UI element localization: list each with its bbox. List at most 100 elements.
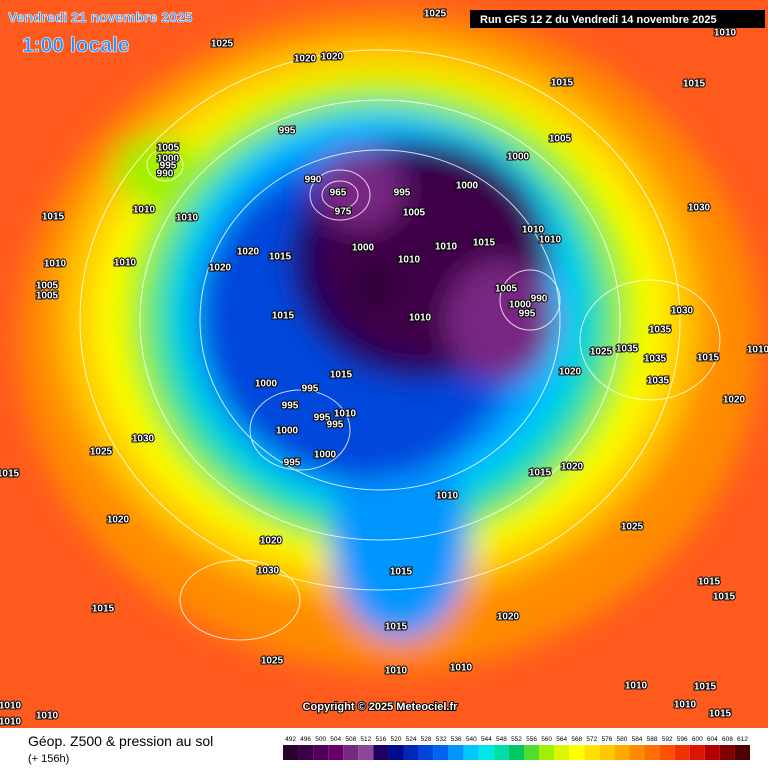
isobar-label: 1035 (649, 325, 672, 336)
scale-label: 560 (541, 736, 552, 743)
isobar-label: 1005 (157, 143, 180, 154)
isobar-label: 1000 (255, 379, 278, 390)
isobar-label: 1020 (294, 54, 317, 65)
scale-swatch (599, 745, 615, 760)
isobar-label: 1025 (590, 347, 613, 358)
field (20, 10, 760, 670)
isobar-label: 990 (305, 175, 322, 186)
scale-swatch (418, 745, 434, 760)
isobar-label: 1010 (398, 255, 421, 266)
isobar-label: 995 (519, 309, 536, 320)
isobar-label: 1000 (509, 300, 532, 311)
isobar-label: 1010 (334, 409, 357, 420)
isobar-label: 995 (314, 413, 331, 424)
scale-label: 572 (586, 736, 597, 743)
scale-label: 492 (285, 736, 296, 743)
isobar-label: 1010 (450, 663, 473, 674)
isobar-label: 1025 (424, 9, 447, 20)
scale-label: 508 (345, 736, 356, 743)
isobar-label: 1020 (321, 52, 344, 63)
isobar-label: 995 (327, 420, 344, 431)
isobar-label: 1015 (272, 311, 295, 322)
scale-label: 588 (647, 736, 658, 743)
isobar-label: 990 (531, 294, 548, 305)
scale-swatch (463, 745, 479, 760)
scale-swatch (298, 745, 314, 760)
isobar-label: 1020 (107, 515, 130, 526)
scale-label: 596 (677, 736, 688, 743)
footer-title: Géop. Z500 & pression au sol (28, 733, 213, 749)
isobar-label: 1000 (157, 154, 180, 165)
isobar-label: 1010 (176, 213, 199, 224)
isobar-label: 1005 (36, 281, 59, 292)
isobar-label: 1005 (549, 134, 572, 145)
scale-swatch (614, 745, 630, 760)
scale-swatch (313, 745, 329, 760)
isobar-label: 1010 (747, 345, 768, 356)
isobar-label: 1010 (133, 205, 156, 216)
isobar-label: 995 (302, 384, 319, 395)
isobar-label: 1010 (36, 711, 59, 722)
scale-swatch (328, 745, 344, 760)
time: 1:00 locale (22, 34, 129, 57)
isobar-label: 1000 (314, 450, 337, 461)
scale-swatch (388, 745, 404, 760)
scale-swatch (674, 745, 690, 760)
scale-label: 544 (481, 736, 492, 743)
isobar-label: 1000 (507, 152, 530, 163)
isobar-label: 1020 (497, 612, 520, 623)
copyright: Copyright © 2025 Meteociel.fr (303, 701, 459, 713)
scale-swatch (539, 745, 555, 760)
run-info: Run GFS 12 Z du Vendredi 14 novembre 202… (480, 14, 717, 26)
scale-swatch (508, 745, 525, 760)
isobar-label: 1005 (495, 284, 518, 295)
isobar-label: 1020 (723, 395, 746, 406)
isobar-label: 1020 (209, 263, 232, 274)
isobar-label: 1030 (671, 306, 694, 317)
isobar-label: 1000 (352, 243, 375, 254)
scale-swatch (719, 745, 735, 760)
isobar-label: 1030 (132, 434, 155, 445)
scale-swatch (644, 745, 660, 760)
scale-swatch (569, 745, 585, 760)
scale-label: 556 (526, 736, 537, 743)
scale-label: 608 (722, 736, 733, 743)
footer-subtitle: (+ 156h) (28, 753, 69, 765)
scale-swatch (478, 745, 494, 760)
isobar-label: 995 (160, 161, 177, 172)
isobar-label: 1010 (44, 259, 67, 270)
scale-label: 592 (662, 736, 673, 743)
scale-swatch (629, 745, 645, 760)
scale-label: 504 (330, 736, 341, 743)
scale-label: 548 (496, 736, 507, 743)
isobar-label: 1015 (529, 468, 552, 479)
isobar-label: 1025 (621, 522, 644, 533)
isobar-label: 1020 (559, 367, 582, 378)
isobar-label: 995 (282, 401, 299, 412)
scale-swatch (373, 745, 389, 760)
scale-label: 516 (375, 736, 386, 743)
date: Vendredi 21 novembre 2025 (8, 9, 193, 25)
scale-label: 584 (632, 736, 643, 743)
isobar-label: 995 (284, 458, 301, 469)
scale-label: 568 (571, 736, 582, 743)
isobar-label: 1000 (456, 181, 479, 192)
isobar-label: 1010 (0, 701, 22, 712)
isobar-label: 1015 (713, 592, 736, 603)
scale-swatch (524, 745, 540, 760)
isobar-label: 1010 (0, 717, 22, 728)
scale-label: 552 (511, 736, 522, 743)
scale-label: 500 (315, 736, 326, 743)
isobar-label: 1015 (42, 212, 65, 223)
isobar-label: 975 (335, 207, 352, 218)
scale-label: 612 (737, 736, 748, 743)
isobar-label: 1020 (237, 247, 260, 258)
isobar-label: 1015 (385, 622, 408, 633)
isobar-label: 1010 (674, 700, 697, 711)
isobar-label: 1030 (688, 203, 711, 214)
isobar-label: 1015 (698, 577, 721, 588)
isobar-label: 1035 (616, 344, 639, 355)
isobar-label: 1010 (435, 242, 458, 253)
scale-swatch (704, 745, 720, 760)
